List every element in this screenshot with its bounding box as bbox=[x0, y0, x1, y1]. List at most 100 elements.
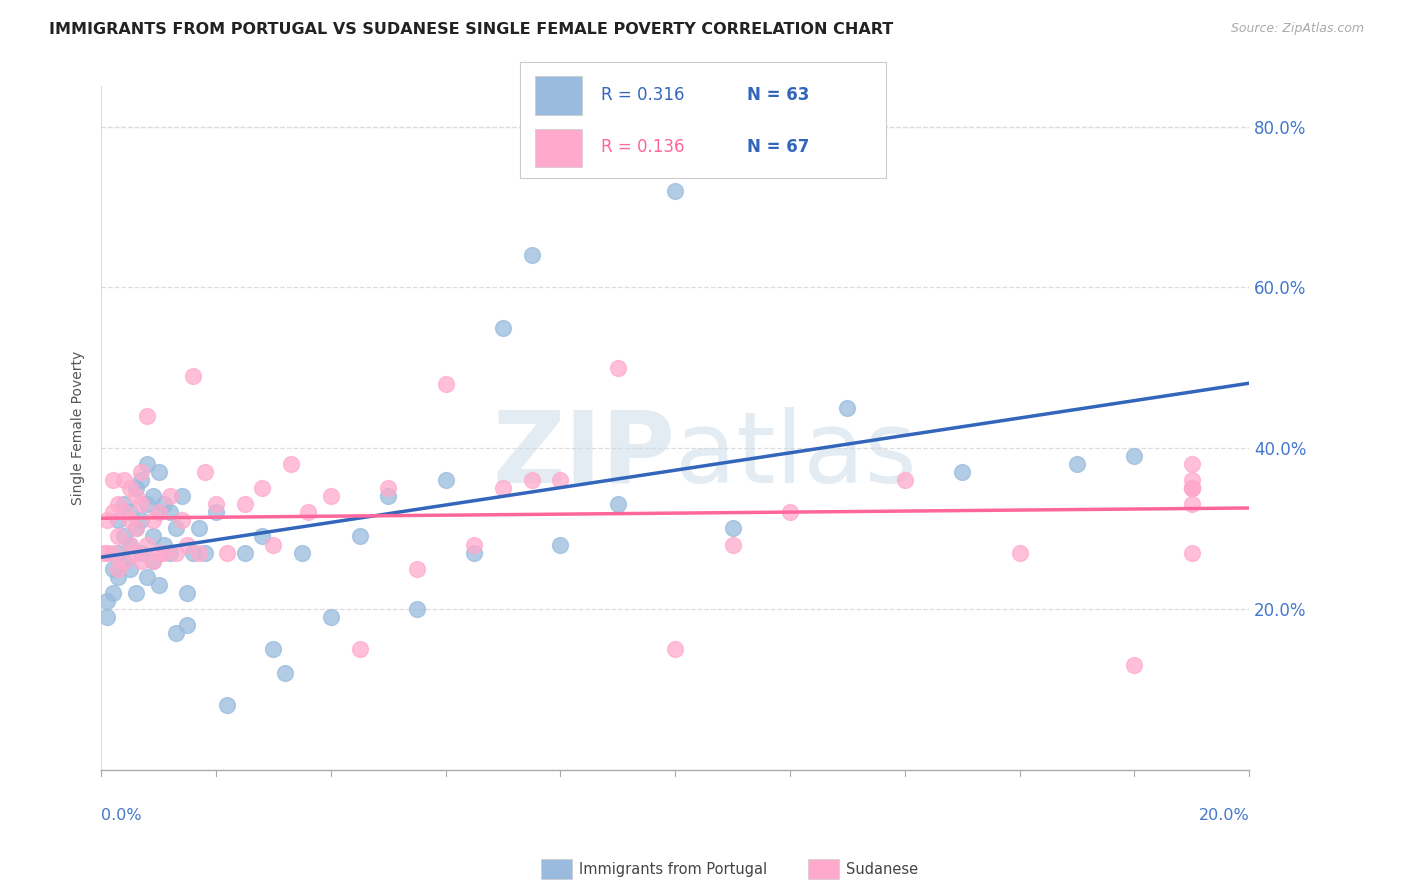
Point bbox=[96, 545, 118, 559]
Point bbox=[107, 570, 129, 584]
Point bbox=[217, 545, 239, 559]
Point bbox=[837, 401, 859, 415]
Point bbox=[107, 545, 129, 559]
Point bbox=[112, 553, 135, 567]
Point bbox=[1181, 481, 1204, 495]
Point bbox=[124, 521, 146, 535]
Point bbox=[1181, 481, 1204, 495]
Point bbox=[131, 545, 153, 559]
Point bbox=[349, 642, 371, 657]
Text: N = 63: N = 63 bbox=[747, 86, 810, 103]
Point bbox=[148, 545, 170, 559]
Point bbox=[297, 505, 319, 519]
Point bbox=[187, 545, 209, 559]
Point bbox=[136, 570, 159, 584]
Text: Source: ZipAtlas.com: Source: ZipAtlas.com bbox=[1230, 22, 1364, 36]
Point bbox=[1181, 497, 1204, 511]
Point bbox=[1181, 545, 1204, 559]
Point bbox=[101, 561, 124, 575]
Point bbox=[107, 529, 129, 543]
Point bbox=[250, 481, 273, 495]
Point bbox=[205, 505, 228, 519]
Point bbox=[894, 473, 917, 487]
Point bbox=[492, 481, 515, 495]
Point bbox=[165, 545, 187, 559]
Point bbox=[291, 545, 314, 559]
Point bbox=[176, 618, 198, 632]
Point bbox=[101, 545, 124, 559]
Point bbox=[950, 465, 973, 479]
Point bbox=[1181, 473, 1204, 487]
Point bbox=[406, 561, 429, 575]
Point bbox=[319, 610, 342, 624]
Point bbox=[434, 473, 457, 487]
Point bbox=[1008, 545, 1031, 559]
Point bbox=[165, 521, 187, 535]
Point bbox=[96, 513, 118, 527]
Point bbox=[176, 537, 198, 551]
Point bbox=[1181, 481, 1204, 495]
Point bbox=[262, 537, 284, 551]
Point bbox=[131, 473, 153, 487]
Point bbox=[159, 489, 181, 503]
Point bbox=[112, 529, 135, 543]
Point bbox=[112, 473, 135, 487]
Point bbox=[142, 489, 165, 503]
Point bbox=[187, 521, 209, 535]
Point bbox=[205, 497, 228, 511]
Point bbox=[107, 497, 129, 511]
Point bbox=[1123, 449, 1146, 463]
Point bbox=[377, 481, 399, 495]
Point bbox=[492, 320, 515, 334]
Point bbox=[170, 513, 193, 527]
Point bbox=[118, 481, 141, 495]
Point bbox=[406, 602, 429, 616]
Text: atlas: atlas bbox=[675, 407, 917, 504]
Y-axis label: Single Female Poverty: Single Female Poverty bbox=[72, 351, 86, 505]
Point bbox=[93, 545, 115, 559]
Point bbox=[101, 473, 124, 487]
Point bbox=[142, 553, 165, 567]
Point bbox=[101, 505, 124, 519]
Point bbox=[142, 529, 165, 543]
Point bbox=[606, 360, 628, 375]
FancyBboxPatch shape bbox=[534, 77, 582, 114]
Point bbox=[96, 594, 118, 608]
Text: 0.0%: 0.0% bbox=[101, 808, 142, 823]
Point bbox=[148, 465, 170, 479]
Point bbox=[1181, 457, 1204, 471]
Point bbox=[280, 457, 302, 471]
Text: Sudanese: Sudanese bbox=[846, 863, 918, 877]
Point bbox=[550, 537, 572, 551]
Point bbox=[664, 642, 686, 657]
Point bbox=[165, 626, 187, 640]
Point bbox=[233, 545, 256, 559]
Text: R = 0.316: R = 0.316 bbox=[600, 86, 685, 103]
Point bbox=[142, 513, 165, 527]
Text: R = 0.136: R = 0.136 bbox=[600, 138, 685, 156]
Text: IMMIGRANTS FROM PORTUGAL VS SUDANESE SINGLE FEMALE POVERTY CORRELATION CHART: IMMIGRANTS FROM PORTUGAL VS SUDANESE SIN… bbox=[49, 22, 893, 37]
Point bbox=[181, 545, 204, 559]
Point bbox=[148, 578, 170, 592]
Point bbox=[112, 553, 135, 567]
Point bbox=[153, 497, 176, 511]
Point bbox=[131, 553, 153, 567]
FancyBboxPatch shape bbox=[534, 128, 582, 167]
Point bbox=[131, 497, 153, 511]
Point bbox=[606, 497, 628, 511]
Point bbox=[463, 537, 485, 551]
Point bbox=[101, 586, 124, 600]
Point bbox=[124, 545, 146, 559]
Point bbox=[250, 529, 273, 543]
Point bbox=[193, 545, 215, 559]
Point bbox=[153, 545, 176, 559]
Point bbox=[377, 489, 399, 503]
Point bbox=[153, 537, 176, 551]
Point bbox=[112, 505, 135, 519]
Point bbox=[107, 513, 129, 527]
Point bbox=[142, 553, 165, 567]
Point bbox=[124, 481, 146, 495]
Point bbox=[124, 521, 146, 535]
Point bbox=[349, 529, 371, 543]
Point bbox=[136, 537, 159, 551]
